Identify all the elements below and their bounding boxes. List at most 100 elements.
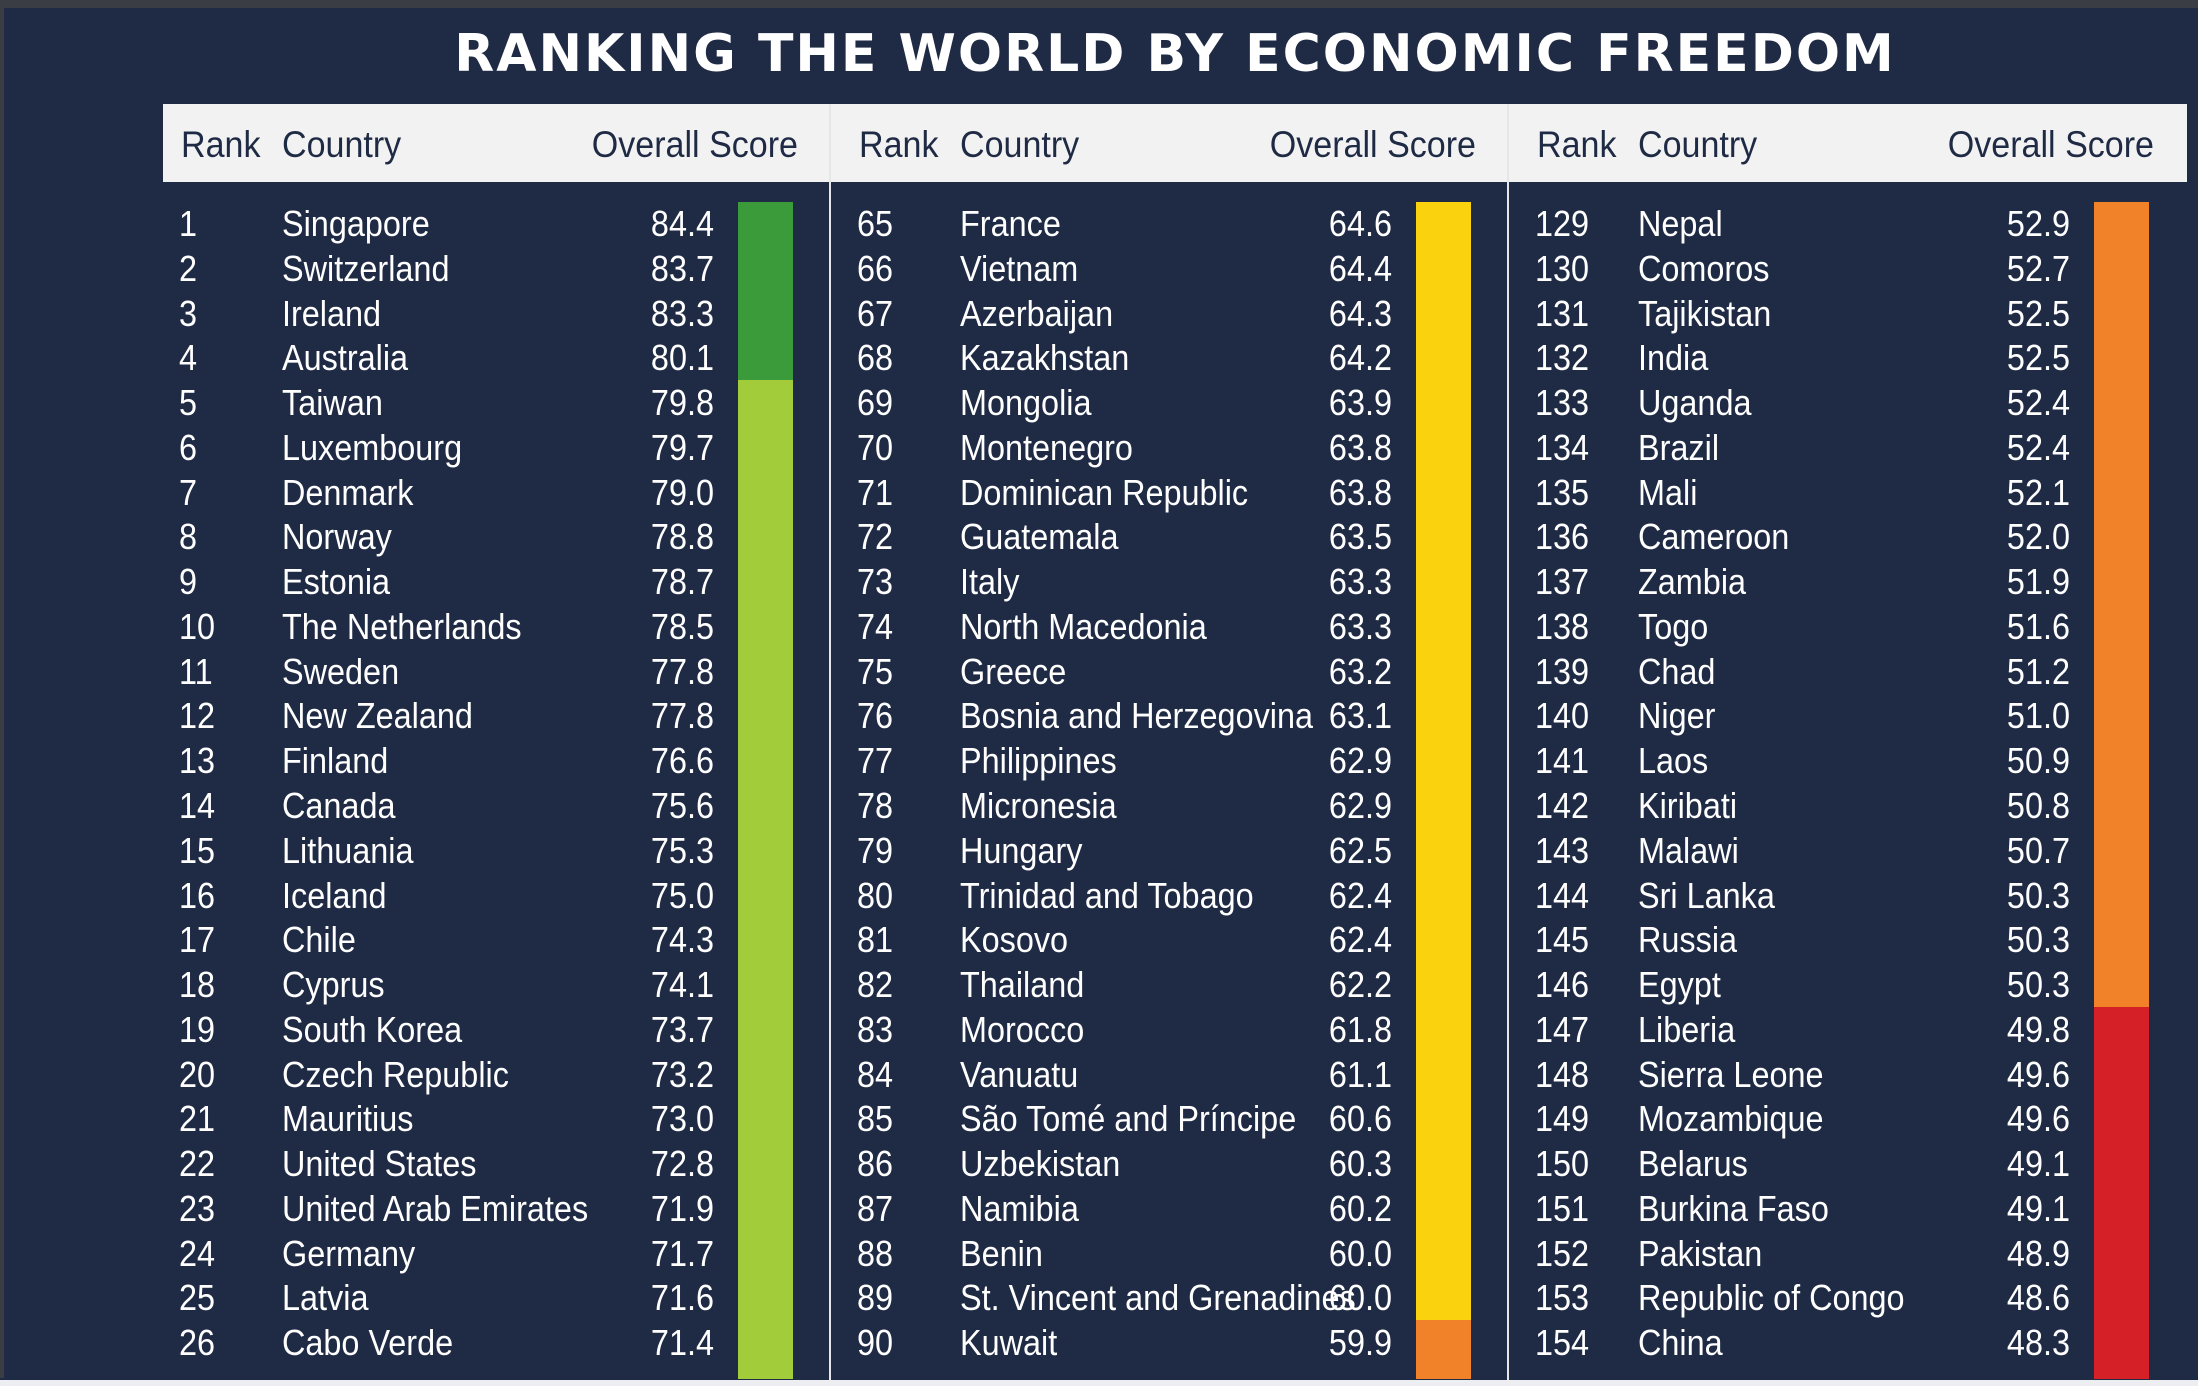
row-score: 48.6 <box>2006 1277 2070 1319</box>
row-rank: 151 <box>1535 1187 1590 1229</box>
score-category-bar-segment <box>2094 1275 2149 1322</box>
row-score: 60.0 <box>1328 1277 1392 1319</box>
score-category-bar-segment <box>1416 1275 1471 1322</box>
row-score: 49.1 <box>2006 1187 2070 1229</box>
row-score: 78.8 <box>650 516 714 558</box>
row-country: Finland <box>282 740 389 782</box>
row-score: 63.8 <box>1328 426 1392 468</box>
score-category-bar-segment <box>1416 1230 1471 1277</box>
row-score: 50.3 <box>2006 874 2070 916</box>
row-rank: 21 <box>179 1098 216 1140</box>
score-category-bar-segment <box>2094 559 2149 605</box>
score-category-bar-segment <box>2094 738 2149 784</box>
row-rank: 22 <box>179 1143 216 1185</box>
score-category-bar-segment <box>738 872 793 919</box>
score-category-bar-segment <box>2094 202 2149 248</box>
row-country: Uzbekistan <box>960 1143 1121 1185</box>
row-country: Niger <box>1638 695 1716 737</box>
score-category-bar-segment <box>738 738 793 784</box>
score-category-bar-segment <box>2094 827 2149 874</box>
row-country: Greece <box>960 650 1067 692</box>
row-score: 79.7 <box>650 426 714 468</box>
score-category-bar-segment <box>1416 380 1471 426</box>
score-category-bar-segment <box>1416 738 1471 784</box>
score-category-bar-segment <box>2094 693 2149 740</box>
score-category-bar-segment <box>738 202 793 248</box>
left-border <box>0 8 4 1378</box>
row-score: 63.9 <box>1328 382 1392 424</box>
row-country: Togo <box>1638 605 1709 647</box>
row-country: Singapore <box>282 203 430 244</box>
row-rank: 132 <box>1535 337 1590 379</box>
score-category-bar-segment <box>738 603 793 650</box>
row-score: 50.8 <box>2006 785 2070 826</box>
row-country: Dominican Republic <box>960 471 1249 513</box>
row-country: Estonia <box>282 561 391 603</box>
row-rank: 73 <box>857 561 894 603</box>
row-score: 73.7 <box>650 1008 714 1050</box>
row-rank: 19 <box>179 1008 216 1050</box>
score-category-bar-segment <box>738 514 793 561</box>
row-rank: 12 <box>179 695 216 737</box>
header-country: Country <box>1638 124 1758 165</box>
row-rank: 147 <box>1535 1008 1590 1050</box>
page-title: RANKING THE WORLD BY ECONOMIC FREEDOM <box>454 24 1896 84</box>
row-score: 51.6 <box>2006 605 2070 647</box>
row-rank: 144 <box>1535 874 1590 916</box>
row-rank: 130 <box>1535 247 1590 289</box>
row-country: Guatemala <box>960 516 1119 558</box>
score-category-bar-segment <box>2094 1230 2149 1277</box>
row-country: Chad <box>1638 650 1716 692</box>
row-country: Laos <box>1638 740 1709 782</box>
row-country: India <box>1638 337 1709 379</box>
row-score: 75.6 <box>650 785 714 826</box>
score-category-bar-segment <box>2094 1096 2149 1143</box>
row-rank: 68 <box>857 337 894 379</box>
score-category-bar-segment <box>1416 335 1471 382</box>
row-rank: 87 <box>857 1187 894 1229</box>
score-category-bar-segment <box>738 962 793 1008</box>
row-score: 74.1 <box>650 964 714 1006</box>
row-score: 72.8 <box>650 1143 714 1185</box>
row-score: 61.1 <box>1328 1053 1392 1095</box>
row-score: 49.8 <box>2006 1008 2070 1050</box>
row-rank: 24 <box>179 1232 216 1274</box>
score-category-bar-segment <box>738 245 793 292</box>
row-country: Ireland <box>282 292 382 334</box>
row-country: Comoros <box>1638 247 1770 289</box>
row-rank: 89 <box>857 1277 894 1319</box>
row-rank: 13 <box>179 740 216 782</box>
row-rank: 137 <box>1535 561 1590 603</box>
row-rank: 86 <box>857 1143 894 1185</box>
row-score: 52.0 <box>2006 516 2070 558</box>
header-rank: Rank <box>181 124 261 165</box>
score-category-bar-segment <box>1416 1320 1471 1379</box>
row-score: 59.9 <box>1328 1322 1392 1364</box>
row-country: Kosovo <box>960 919 1069 961</box>
row-score: 78.7 <box>650 561 714 603</box>
row-country: Hungary <box>960 829 1083 871</box>
row-rank: 129 <box>1535 203 1590 244</box>
row-country: Namibia <box>960 1187 1079 1229</box>
score-category-bar-segment <box>738 648 793 695</box>
row-rank: 23 <box>179 1187 216 1229</box>
row-rank: 76 <box>857 695 894 737</box>
row-rank: 25 <box>179 1277 216 1319</box>
row-rank: 136 <box>1535 516 1590 558</box>
row-country: China <box>1638 1322 1723 1364</box>
score-category-bar-segment <box>738 559 793 605</box>
row-rank: 75 <box>857 650 894 692</box>
row-country: Kiribati <box>1638 785 1738 826</box>
score-category-bar-segment <box>2094 917 2149 964</box>
row-rank: 78 <box>857 785 894 826</box>
row-rank: 88 <box>857 1232 894 1274</box>
score-category-bar-segment <box>1416 1006 1471 1053</box>
row-country: United Arab Emirates <box>282 1187 589 1229</box>
score-category-bar-segment <box>2094 603 2149 650</box>
row-score: 49.6 <box>2006 1053 2070 1095</box>
score-category-bar-segment <box>738 827 793 874</box>
row-score: 51.9 <box>2006 561 2070 603</box>
row-country: Thailand <box>960 964 1085 1006</box>
row-rank: 90 <box>857 1322 894 1364</box>
row-score: 62.4 <box>1328 874 1392 916</box>
